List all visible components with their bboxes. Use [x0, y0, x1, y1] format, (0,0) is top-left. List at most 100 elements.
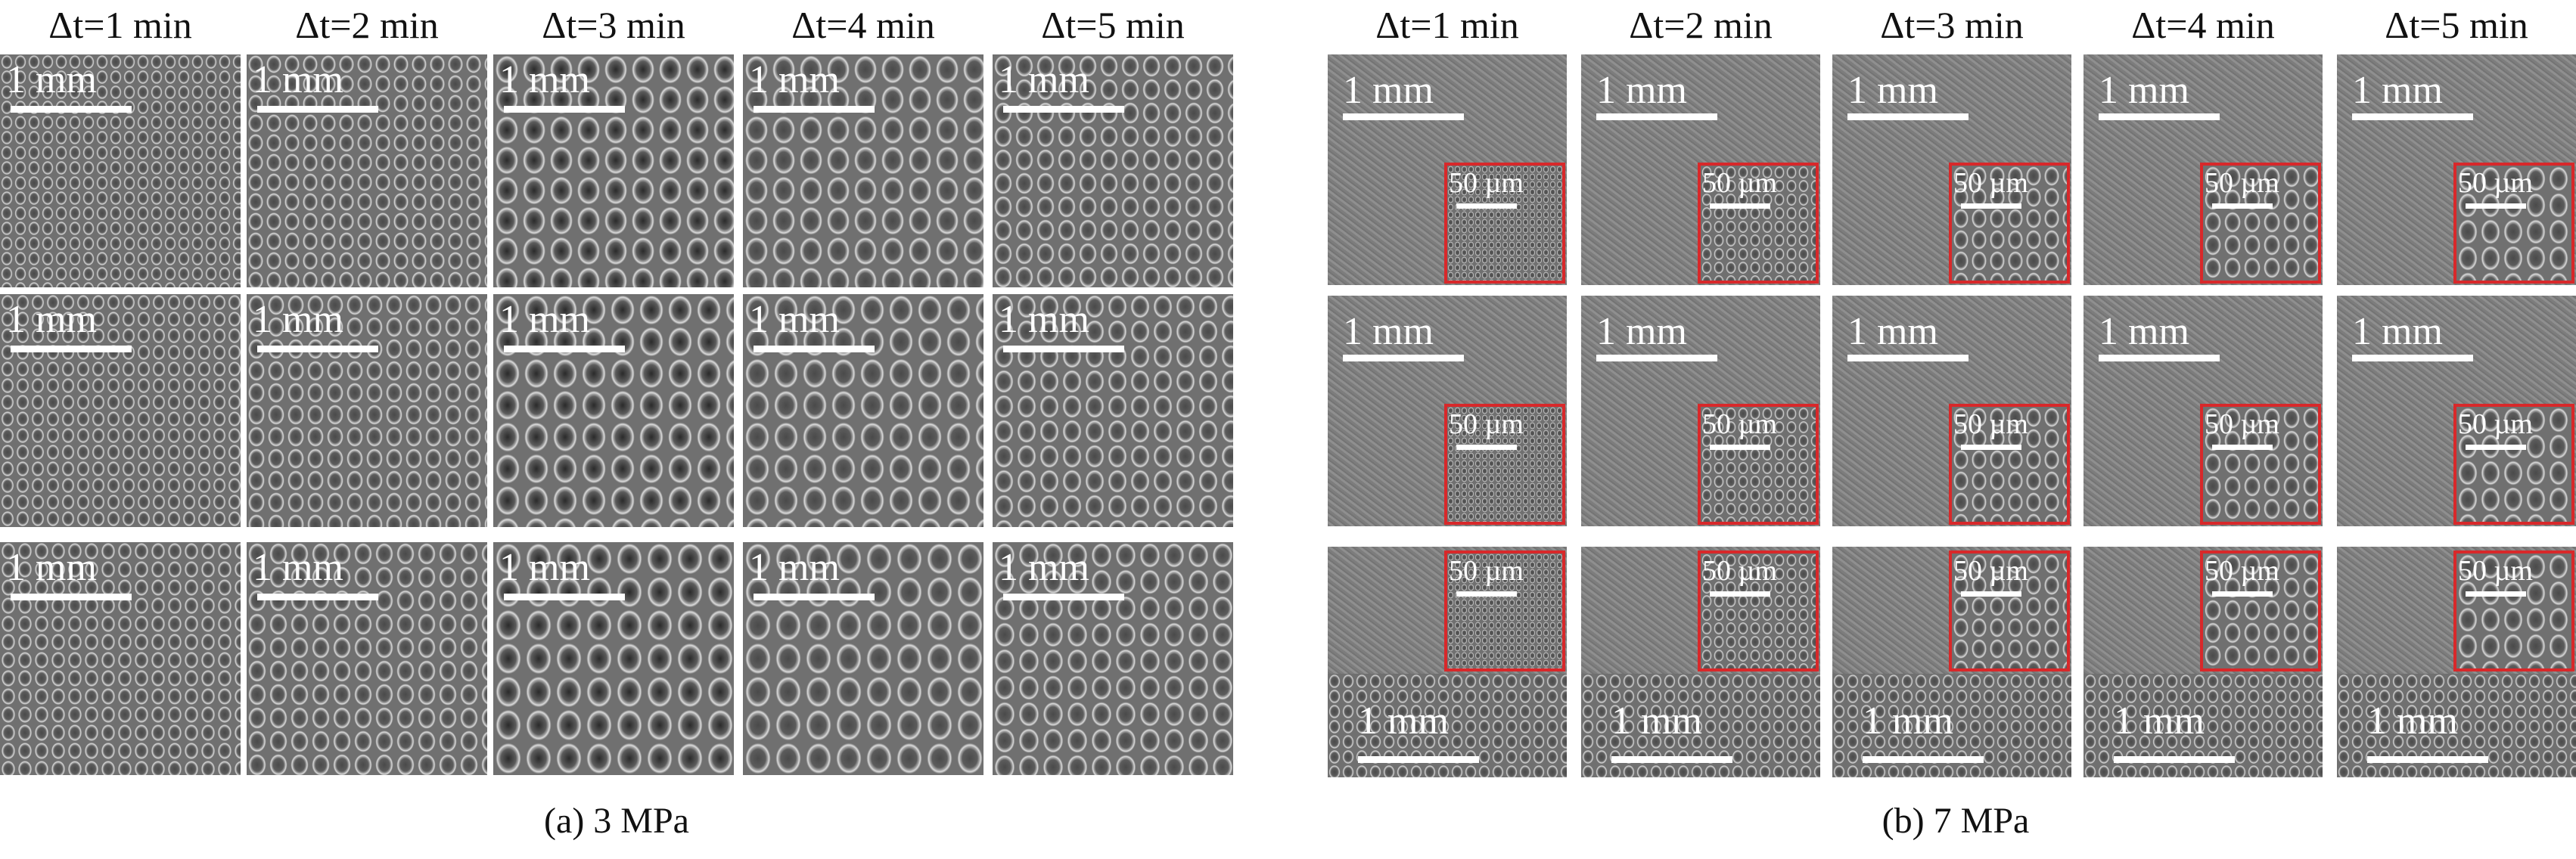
scale-bar [1847, 355, 1969, 361]
scale-bar-label: 1 mm [499, 58, 590, 101]
scale-bar-label: 1 mm [2367, 699, 2458, 743]
scale-bar [754, 346, 875, 352]
scale-bar [257, 594, 378, 600]
column-title: Δt=1 min [1375, 4, 1519, 46]
scale-bar [504, 346, 625, 352]
scale-bar [1343, 355, 1464, 361]
foam-texture [2456, 554, 2571, 668]
scale-bar-label: 1 mm [999, 58, 1089, 101]
scale-bar-label: 1 mm [1611, 699, 1702, 743]
inset-scale-bar [1710, 591, 1770, 597]
sem-image: 1 mm 50 µm [2083, 547, 2323, 777]
foam-texture [0, 294, 241, 527]
sem-image: 1 mm 50 µm [2337, 296, 2576, 526]
scale-bar [1003, 106, 1124, 113]
inset-scale-bar [1456, 591, 1517, 597]
scale-bar [2099, 355, 2220, 361]
scale-bar-label: 1 mm [253, 58, 343, 101]
sem-image: 1 mm [0, 54, 241, 287]
foam-texture [743, 542, 983, 775]
scale-bar-label: 1 mm [6, 58, 97, 101]
sem-image: 1 mm [0, 294, 241, 527]
sem-image: 1 mm [247, 294, 487, 527]
inset-scale-bar [2466, 591, 2526, 597]
sem-image: 1 mm 50 µm [2337, 54, 2576, 285]
inset-scale-bar-label: 50 µm [1953, 167, 2028, 199]
sem-image: 1 mm 50 µm [1581, 54, 1820, 285]
inset-scale-bar-label: 50 µm [2458, 555, 2533, 587]
inset-scale-bar-label: 50 µm [1702, 408, 1777, 440]
magnified-inset: 50 µm [2200, 550, 2321, 671]
sem-image: 1 mm [247, 542, 487, 775]
column-title: Δt=5 min [2385, 4, 2528, 46]
foam-texture [743, 54, 983, 287]
scale-bar [11, 346, 132, 352]
foam-texture [993, 54, 1233, 287]
scale-bar [754, 106, 875, 113]
scale-bar [2367, 756, 2488, 763]
column-title: Δt=3 min [542, 4, 685, 46]
sem-image: 1 mm [0, 542, 241, 775]
scale-bar [1863, 756, 1984, 763]
inset-scale-bar-label: 50 µm [1449, 555, 1524, 587]
scale-bar-label: 1 mm [253, 546, 343, 589]
inset-scale-bar [1710, 203, 1770, 209]
scale-bar [504, 594, 625, 600]
magnified-inset: 50 µm [2453, 550, 2574, 671]
sem-image: 1 mm 50 µm [1832, 296, 2071, 526]
inset-scale-bar-label: 50 µm [1953, 555, 2028, 587]
inset-scale-bar-label: 50 µm [1449, 408, 1524, 440]
inset-scale-bar-label: 50 µm [2458, 408, 2533, 440]
foam-texture [493, 54, 734, 287]
scale-bar-label: 1 mm [1596, 310, 1687, 353]
scale-bar-label: 1 mm [1343, 69, 1434, 112]
sem-image: 1 mm 50 µm [2083, 54, 2323, 285]
column-title: Δt=3 min [1880, 4, 2024, 46]
column-title: Δt=2 min [295, 4, 439, 46]
magnified-inset: 50 µm [2453, 404, 2574, 525]
scale-bar [504, 106, 625, 113]
sem-image: 1 mm [493, 294, 734, 527]
scale-bar [11, 106, 132, 113]
inset-scale-bar [2212, 445, 2273, 450]
magnified-inset: 50 µm [2453, 163, 2574, 284]
sem-image: 1 mm [993, 294, 1233, 527]
foam-texture [2456, 407, 2571, 522]
foam-texture [993, 542, 1233, 775]
inset-scale-bar-label: 50 µm [1702, 167, 1777, 199]
foam-texture [1447, 407, 1562, 522]
column-title: Δt=5 min [1041, 4, 1185, 46]
sem-image: 1 mm 50 µm [1328, 296, 1567, 526]
scale-bar [1003, 346, 1124, 352]
scale-bar-label: 1 mm [6, 298, 97, 341]
scale-bar-label: 1 mm [749, 546, 840, 589]
inset-scale-bar [1710, 445, 1770, 450]
scale-bar-label: 1 mm [1847, 310, 1938, 353]
scale-bar-label: 1 mm [2352, 69, 2443, 112]
sem-image: 1 mm [743, 54, 983, 287]
magnified-inset: 50 µm [1949, 404, 2070, 525]
scale-bar-label: 1 mm [749, 298, 840, 341]
scale-bar-label: 1 mm [1358, 699, 1449, 743]
sem-image: 1 mm 50 µm [1328, 54, 1567, 285]
inset-scale-bar [1456, 203, 1517, 209]
foam-texture [1701, 407, 1816, 522]
sem-image: 1 mm 50 µm [2083, 296, 2323, 526]
magnified-inset: 50 µm [2200, 404, 2321, 525]
magnified-inset: 50 µm [1949, 550, 2070, 671]
scale-bar [754, 594, 875, 600]
scale-bar-label: 1 mm [499, 546, 590, 589]
foam-texture [247, 542, 487, 775]
inset-scale-bar-label: 50 µm [1449, 167, 1524, 199]
foam-texture [993, 294, 1233, 527]
foam-texture [493, 294, 734, 527]
magnified-inset: 50 µm [1444, 550, 1565, 671]
inset-scale-bar [2466, 445, 2526, 450]
scale-bar [2352, 113, 2473, 120]
scale-bar [257, 346, 378, 352]
column-title: Δt=4 min [791, 4, 935, 46]
scale-bar [1003, 594, 1124, 600]
sem-image: 1 mm 50 µm [1832, 547, 2071, 777]
column-title: Δt=1 min [48, 4, 192, 46]
sem-image: 1 mm [493, 54, 734, 287]
